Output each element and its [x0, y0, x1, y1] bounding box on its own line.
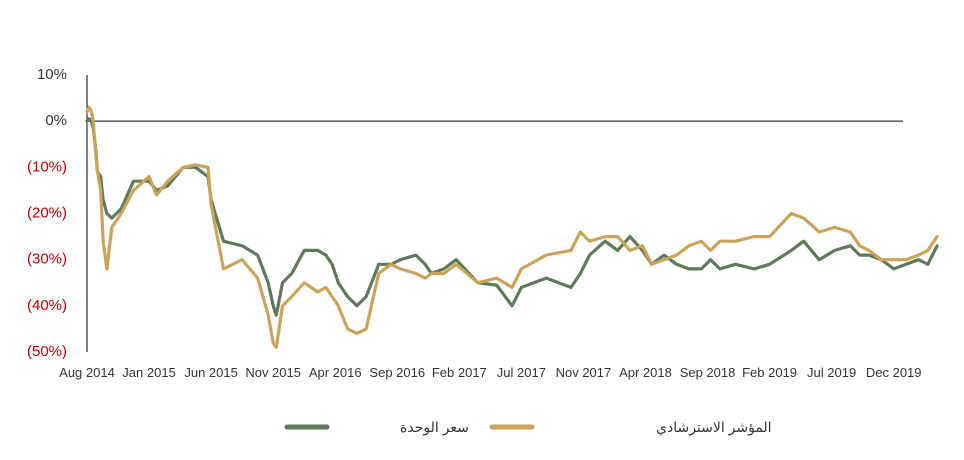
- x-tick-label: Apr 2016: [309, 365, 362, 380]
- y-tick-label: (20%): [27, 204, 67, 221]
- x-tick-label: Dec 2019: [866, 365, 922, 380]
- x-axis: Aug 2014 Jan 2015 Jun 2015 Nov 2015 Apr 2016…: [59, 365, 921, 380]
- x-tick-label: Nov 2015: [245, 365, 301, 380]
- x-tick-label: Sep 2016: [369, 365, 425, 380]
- legend-label-2: المؤشر الاسترشادي: [656, 419, 772, 436]
- x-tick-label: Apr 2018: [619, 365, 672, 380]
- y-tick-label: 0%: [45, 112, 67, 129]
- x-tick-label: Aug 2014: [59, 365, 115, 380]
- series-line-2: [85, 105, 939, 349]
- x-tick-label: Jul 2019: [807, 365, 856, 380]
- y-axis: 10% 0% (10%) (20%) (30%) (40%) (50%): [27, 66, 903, 360]
- y-tick-label: (30%): [27, 251, 67, 268]
- y-tick-label: 10%: [37, 66, 67, 83]
- legend: سعر الوحدة المؤشر الاسترشادي: [284, 419, 772, 436]
- x-tick-label: Jan 2015: [122, 365, 176, 380]
- x-tick-label: Jul 2017: [497, 365, 546, 380]
- x-tick-label: Sep 2018: [680, 365, 736, 380]
- legend-label-1: سعر الوحدة: [400, 419, 469, 436]
- x-tick-label: Jun 2015: [184, 365, 238, 380]
- y-tick-label: (40%): [27, 297, 67, 314]
- x-tick-label: Feb 2019: [742, 365, 797, 380]
- y-tick-label: (10%): [27, 158, 67, 175]
- series-lines: [85, 105, 939, 349]
- x-tick-label: Feb 2017: [432, 365, 487, 380]
- series-line-1: [85, 117, 939, 317]
- y-tick-label: (50%): [27, 343, 67, 360]
- x-tick-label: Nov 2017: [556, 365, 612, 380]
